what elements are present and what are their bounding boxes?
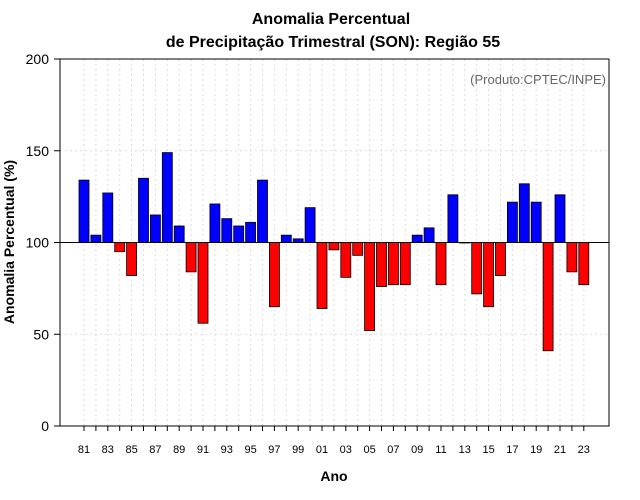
y-tick-label-150: 150 (26, 143, 50, 159)
bar-16 (495, 242, 506, 276)
x-tick-label-23: 23 (578, 444, 590, 456)
bar-91 (197, 242, 209, 324)
bar-21 (554, 194, 566, 243)
x-tick-label-91: 91 (197, 444, 209, 456)
bar-97 (268, 242, 280, 308)
y-tick-label-0: 0 (41, 418, 49, 434)
source-annotation: (Produto:CPTEC/INPE) (470, 72, 606, 87)
bar-93 (221, 218, 233, 243)
bar-98 (280, 234, 292, 243)
bar-96 (257, 179, 268, 243)
x-tick-label-95: 95 (244, 444, 256, 456)
x-tick-label-87: 87 (149, 444, 161, 456)
bar-81 (78, 179, 90, 243)
bar-85 (126, 242, 137, 276)
x-tick-label-85: 85 (125, 444, 137, 456)
bar-82 (90, 234, 102, 243)
bar-01 (316, 242, 328, 309)
bar-94 (233, 225, 245, 243)
y-tick-label-100: 100 (26, 235, 50, 251)
bar-14 (471, 242, 483, 295)
bar-89 (173, 225, 185, 243)
bar-04 (352, 242, 364, 256)
bar-86 (138, 177, 149, 243)
y-axis-label: Anomalia Percentual (%) (1, 160, 17, 324)
x-tick-label-81: 81 (78, 444, 90, 456)
x-tick-label-89: 89 (173, 444, 185, 456)
bar-05 (364, 242, 376, 331)
x-tick-label-21: 21 (554, 444, 566, 456)
bar-22 (566, 242, 578, 273)
y-tick-label-200: 200 (26, 51, 50, 67)
bar-92 (209, 203, 221, 243)
bar-11 (435, 242, 447, 286)
x-tick-label-15: 15 (482, 444, 494, 456)
bar-02 (328, 242, 340, 251)
y-axis: 0 50 100 150 200 (26, 51, 60, 434)
x-tick-label-99: 99 (292, 444, 304, 456)
chart-subtitle: de Precipitação Trimestral (SON): Região… (166, 34, 500, 51)
x-tick-label-17: 17 (506, 444, 518, 456)
bar-15 (483, 242, 495, 308)
bar-08 (399, 242, 411, 286)
x-tick-label-13: 13 (459, 444, 471, 456)
x-axis-label: Ano (320, 468, 347, 484)
x-tick-label-93: 93 (221, 444, 233, 456)
bar-12 (447, 194, 459, 243)
bar-00 (304, 207, 316, 243)
bar-06 (376, 242, 387, 287)
x-tick-label-09: 09 (411, 444, 423, 456)
bar-10 (423, 227, 435, 243)
bar-84 (114, 242, 126, 253)
bar-83 (102, 192, 114, 243)
bar-18 (518, 183, 530, 243)
x-tick-label-19: 19 (530, 444, 542, 456)
bar-23 (578, 242, 590, 286)
bar-88 (161, 152, 173, 243)
y-tick-label-50: 50 (33, 326, 49, 342)
bar-99 (292, 238, 304, 243)
bar-19 (530, 201, 542, 243)
bar-90 (185, 242, 197, 273)
x-tick-label-03: 03 (340, 444, 352, 456)
chart-title: Anomalia Percentual (252, 11, 410, 28)
x-tick-label-07: 07 (387, 444, 399, 456)
x-axis: 81 83 85 87 89 91 93 95 97 99 01 03 05 07 09 11 13 15 17 19… (78, 426, 590, 456)
bar-95 (245, 221, 257, 243)
x-tick-label-83: 83 (102, 444, 114, 456)
bars-group (78, 152, 590, 352)
bar-09 (411, 234, 423, 243)
x-tick-label-11: 11 (435, 444, 446, 456)
bar-03 (340, 242, 352, 278)
bar-20 (542, 242, 554, 352)
bar-17 (506, 201, 518, 243)
bar-07 (387, 242, 399, 286)
x-tick-label-97: 97 (268, 444, 280, 456)
x-tick-label-05: 05 (363, 444, 375, 456)
x-tick-label-01: 01 (316, 444, 328, 456)
bar-87 (149, 214, 161, 243)
